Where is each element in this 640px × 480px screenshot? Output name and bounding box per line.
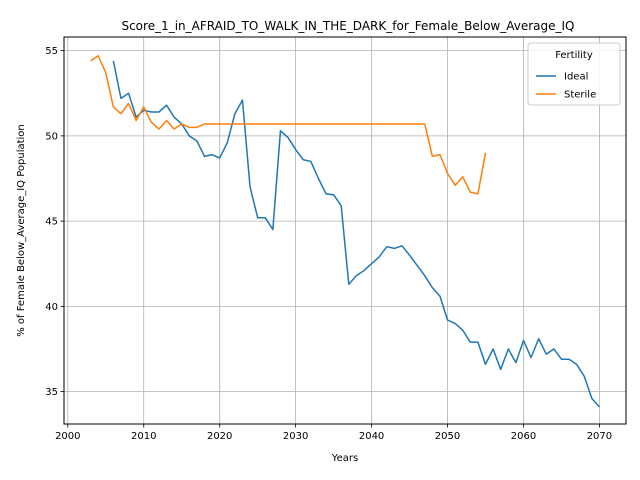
legend-label-sterile: Sterile: [564, 90, 596, 101]
x-tick-label: 2000: [55, 431, 80, 442]
y-tick-label: 35: [45, 387, 58, 398]
y-tick-label: 40: [45, 302, 58, 313]
x-tick-label: 2060: [511, 431, 536, 442]
legend-title: Fertility: [555, 50, 593, 61]
x-axis-label: Years: [331, 453, 358, 464]
x-tick-label: 2010: [131, 431, 156, 442]
y-axis-label: % of Female Below_Average_IQ Population: [16, 124, 27, 337]
legend: Fertility Ideal Sterile: [527, 42, 621, 106]
y-tick-label: 50: [45, 131, 58, 142]
plot-area-frame: [63, 36, 627, 425]
x-tick-label: 2040: [359, 431, 384, 442]
y-axis-ticks: 35 40 45 50 55: [45, 46, 64, 398]
series-lines: [90, 55, 600, 408]
x-tick-label: 2070: [587, 431, 612, 442]
legend-items: Ideal Sterile: [536, 72, 596, 101]
y-tick-label: 45: [45, 217, 58, 228]
x-tick-label: 2030: [283, 431, 308, 442]
series-line-ideal: [112, 60, 600, 408]
x-tick-label: 2050: [435, 431, 460, 442]
x-tick-label: 2020: [207, 431, 232, 442]
legend-box: [527, 42, 621, 106]
y-tick-label: 55: [45, 46, 58, 57]
series-line-sterile: [90, 55, 487, 195]
legend-label-ideal: Ideal: [564, 72, 588, 83]
chart-title: Score_1_in_AFRAID_TO_WALK_IN_THE_DARK_fo…: [121, 19, 574, 33]
x-axis-ticks: 2000 2010 2020 2030 2040 2050 2060 2070: [55, 424, 612, 442]
